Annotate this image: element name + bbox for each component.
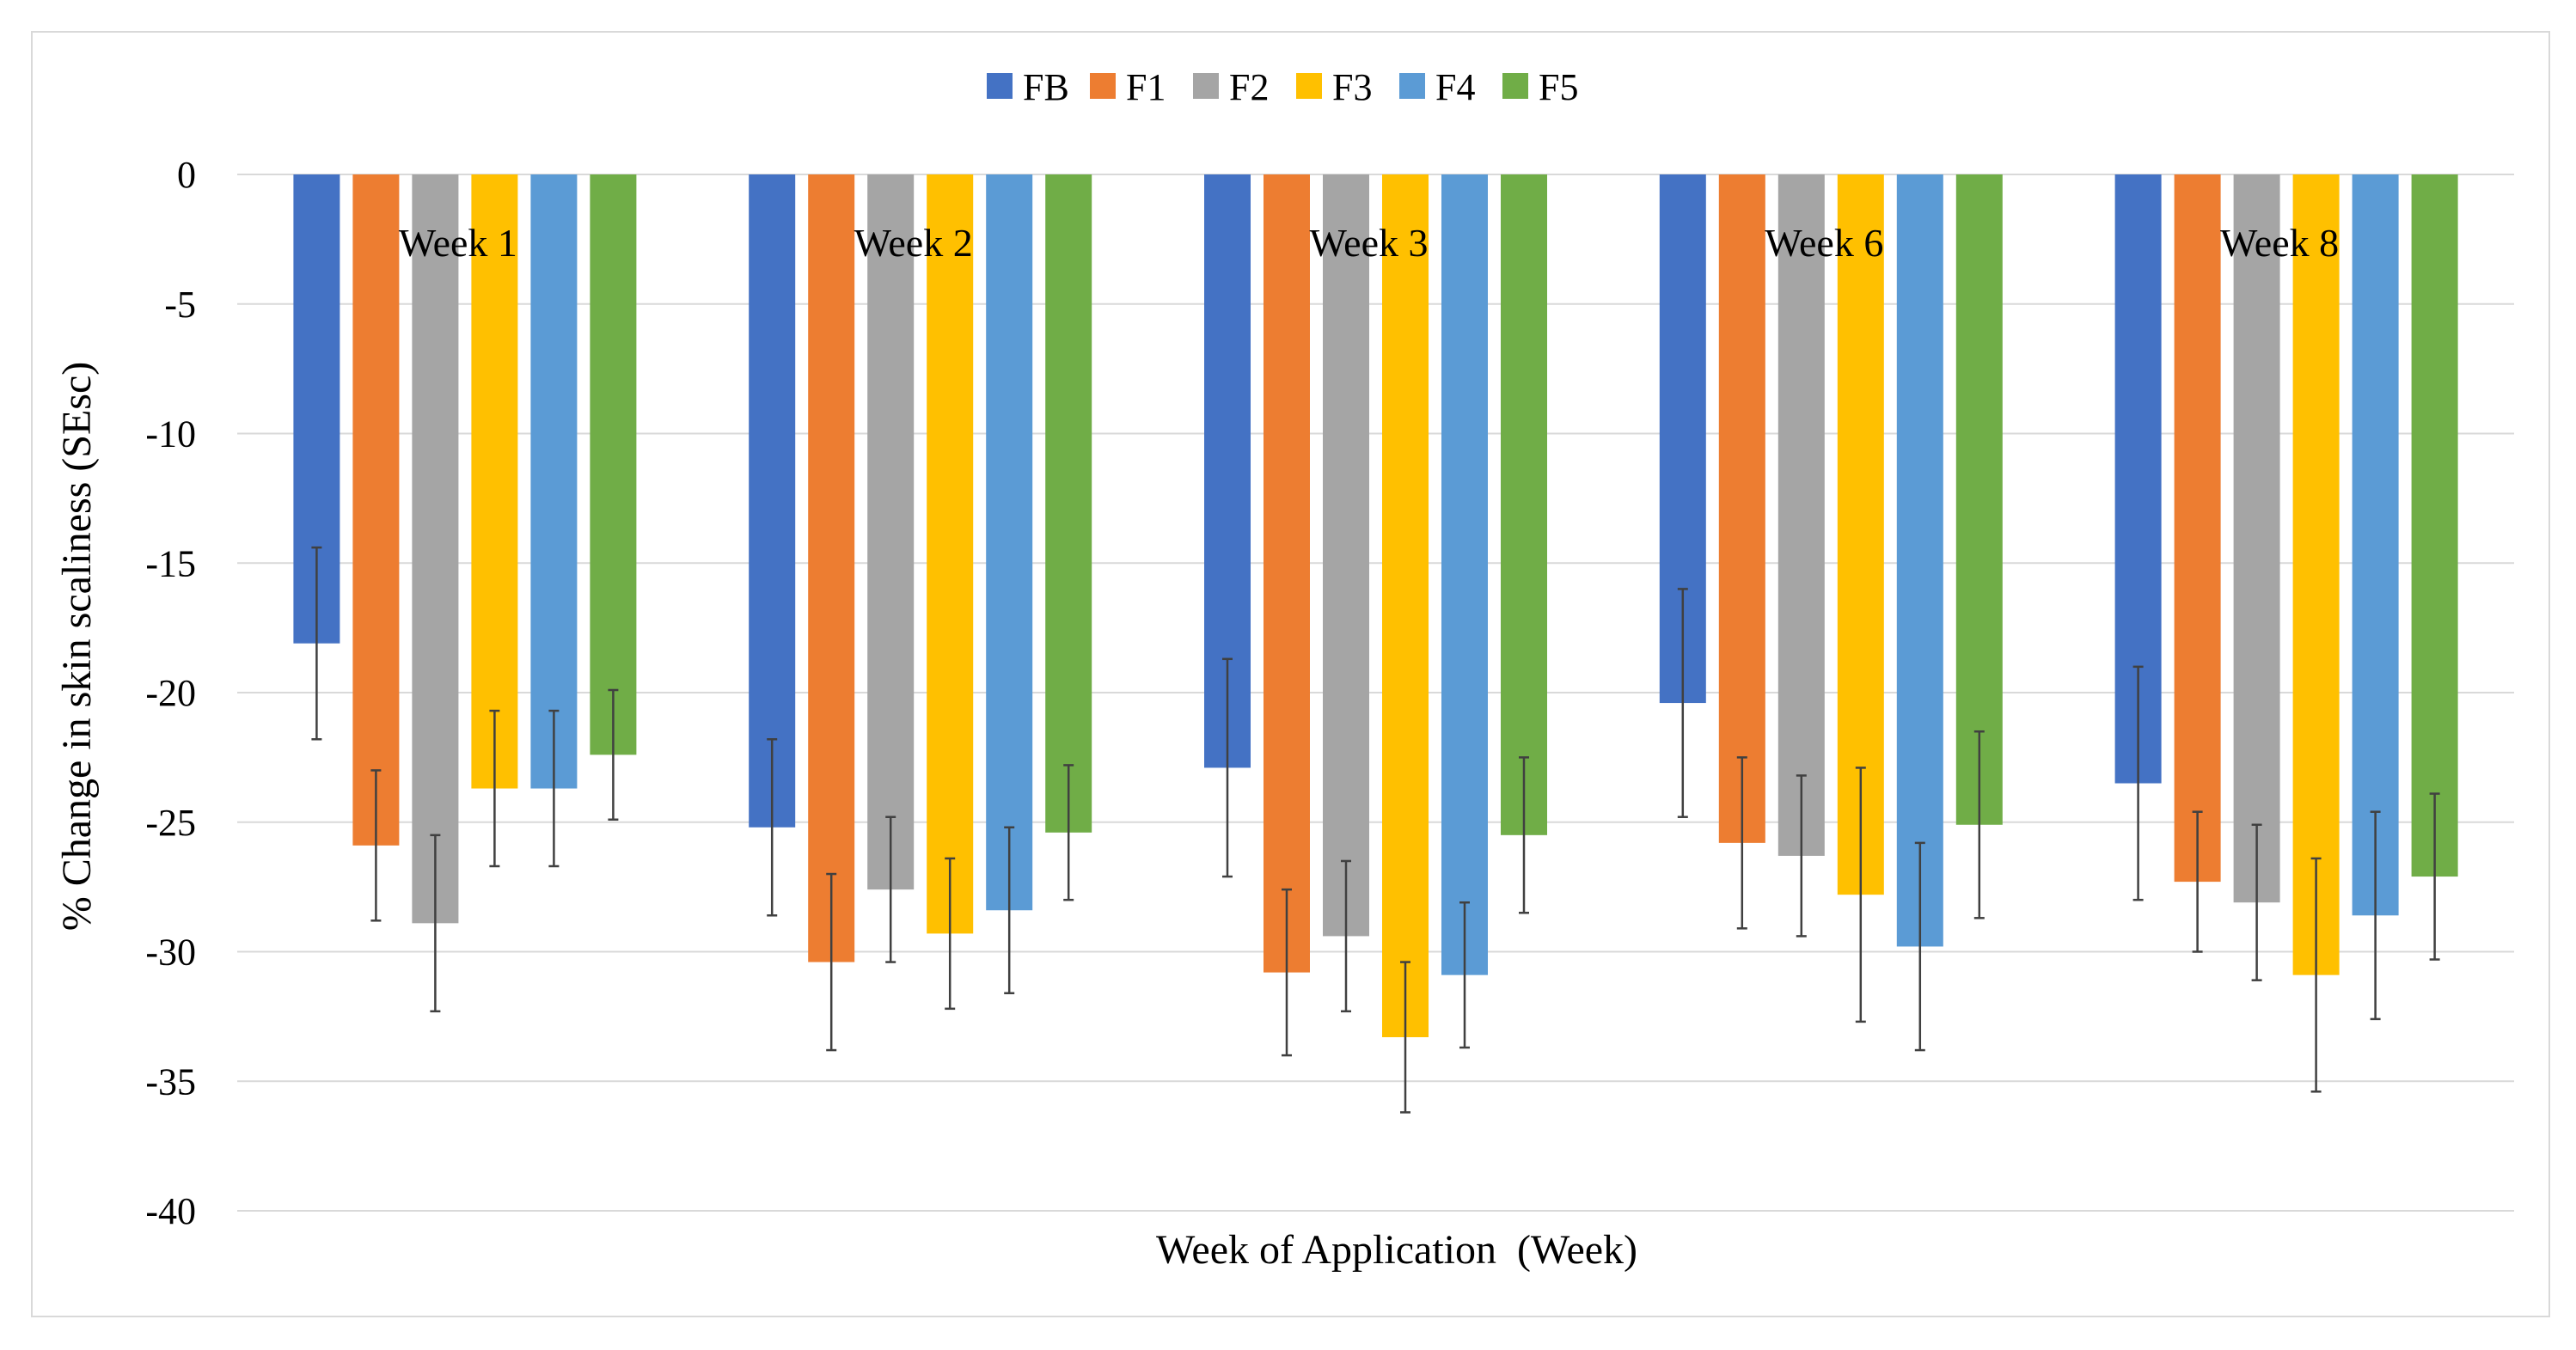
bar-f1-week-8 — [2174, 174, 2221, 883]
error-bar — [2370, 810, 2381, 1021]
legend-label: F2 — [1229, 66, 1269, 108]
legend-swatch — [1296, 73, 1322, 99]
y-tick-label: -30 — [145, 932, 196, 974]
legend-label: FB — [1023, 66, 1069, 108]
category-label: Week 8 — [2220, 221, 2339, 265]
error-bar — [370, 769, 382, 922]
bar-f1-week-2 — [808, 174, 855, 962]
legend-label: F1 — [1126, 66, 1166, 108]
legend-swatch — [1090, 73, 1116, 99]
bar-f5-week-8 — [2411, 174, 2458, 877]
bar-f2-week-1 — [412, 174, 459, 924]
legend-swatch — [1193, 73, 1219, 99]
error-bar — [311, 546, 322, 741]
error-bar — [1341, 859, 1351, 1013]
error-bar — [2132, 665, 2144, 901]
bar-f3-week-1 — [471, 174, 518, 789]
bar-f1-week-3 — [1264, 174, 1310, 973]
bar-f5-week-3 — [1501, 174, 1547, 835]
legend-swatch — [1399, 73, 1425, 99]
error-bars — [311, 546, 2440, 1114]
y-tick-label: -15 — [145, 542, 196, 584]
x-axis-title: Week of Application (Week) — [1156, 1227, 1637, 1273]
error-bar — [1459, 901, 1470, 1049]
y-tick-label: -20 — [145, 672, 196, 714]
bar-f2-week-2 — [867, 174, 915, 890]
bar-f3-week-2 — [927, 174, 974, 934]
legend-label: F4 — [1435, 66, 1475, 108]
legend-item-f4: F4 — [1399, 66, 1475, 108]
bar-f1-week-6 — [1718, 174, 1765, 843]
bar-f4-week-2 — [986, 174, 1033, 911]
legend-label: F5 — [1539, 66, 1578, 108]
legend: FB F1 F2 F3 F4 F5 — [987, 66, 1578, 108]
error-bar — [1519, 756, 1529, 914]
error-bar — [1914, 841, 1925, 1052]
error-bar — [1282, 888, 1292, 1057]
error-bar — [2251, 823, 2262, 981]
y-axis-title: % Change in skin scaliness (SEsc) — [54, 362, 100, 932]
y-tick-label: -5 — [164, 284, 196, 326]
error-bar — [2310, 857, 2322, 1093]
legend-label: F3 — [1332, 66, 1372, 108]
bar-f5-week-1 — [590, 174, 637, 755]
error-bar — [767, 738, 778, 917]
error-bar — [430, 834, 441, 1013]
bar-f4-week-3 — [1441, 174, 1488, 975]
legend-swatch — [1502, 73, 1528, 99]
legend-item-f1: F1 — [1090, 66, 1166, 108]
category-label: Week 6 — [1765, 221, 1883, 265]
legend-item-f5: F5 — [1502, 66, 1578, 108]
bar-f3-week-3 — [1382, 174, 1429, 1037]
bar-f4-week-8 — [2352, 174, 2399, 916]
y-tick-label: -10 — [145, 413, 196, 455]
error-bar — [1736, 756, 1747, 930]
legend-item-fb: FB — [987, 66, 1069, 108]
gridlines — [237, 174, 2514, 1212]
error-bar — [2192, 810, 2203, 953]
error-bar — [826, 872, 837, 1052]
y-tick-labels: 0 -5 -10 -15 -20 -25 -30 -35 -40 — [145, 154, 196, 1232]
bar-f5-week-2 — [1045, 174, 1092, 833]
bar-f2-week-6 — [1778, 174, 1825, 856]
error-bar — [1677, 588, 1688, 818]
bar-f2-week-8 — [2233, 174, 2280, 903]
error-bar — [1004, 826, 1015, 994]
error-bar — [945, 857, 956, 1011]
bar-fb-week-2 — [749, 174, 796, 828]
bar-f4-week-6 — [1896, 174, 1943, 947]
category-label: Week 2 — [854, 221, 973, 265]
category-label: Week 3 — [1309, 221, 1428, 265]
y-tick-label: -25 — [145, 802, 196, 844]
legend-item-f3: F3 — [1296, 66, 1372, 108]
y-tick-label: -35 — [145, 1060, 196, 1103]
bar-f4-week-1 — [530, 174, 578, 789]
legend-item-f2: F2 — [1193, 66, 1269, 108]
legend-swatch — [987, 73, 1013, 99]
error-bar — [608, 688, 619, 821]
category-label: Week 1 — [399, 221, 517, 265]
y-tick-label: -40 — [145, 1190, 196, 1232]
bar-f5-week-6 — [1955, 174, 2003, 825]
error-bar — [2429, 792, 2440, 961]
error-bar — [1796, 774, 1807, 938]
error-bar — [1400, 961, 1410, 1114]
bar-f3-week-8 — [2292, 174, 2340, 975]
error-bar — [885, 815, 896, 963]
category-labels: Week 1 Week 2 Week 3 Week 6 Week 8 — [399, 221, 2339, 265]
y-tick-label: 0 — [177, 154, 196, 196]
bars — [293, 174, 2458, 1037]
error-bar — [489, 709, 500, 868]
bar-f1-week-1 — [352, 174, 400, 846]
error-bar — [548, 709, 560, 868]
error-bar — [1973, 730, 1985, 919]
error-bar — [1063, 764, 1074, 901]
error-bar — [1222, 657, 1233, 878]
bar-f2-week-3 — [1323, 174, 1369, 937]
error-bar — [1855, 767, 1866, 1023]
